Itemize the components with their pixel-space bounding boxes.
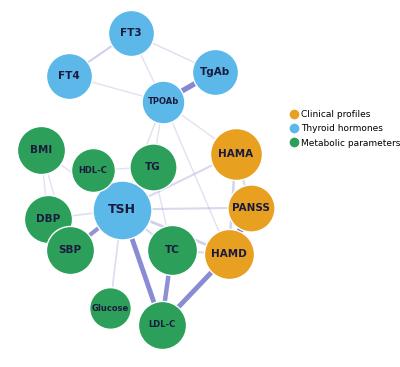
Text: FT3: FT3 — [120, 28, 142, 38]
Text: TgAb: TgAb — [200, 67, 230, 77]
Point — [212, 69, 218, 75]
Point — [38, 147, 44, 153]
Legend: Clinical profiles, Thyroid hormones, Metabolic parameters: Clinical profiles, Thyroid hormones, Met… — [290, 108, 400, 149]
Text: DBP: DBP — [36, 214, 60, 224]
Text: PANSS: PANSS — [232, 203, 270, 212]
Text: HDL-C: HDL-C — [78, 166, 107, 175]
Point — [45, 216, 51, 222]
Point — [158, 322, 165, 328]
Point — [90, 168, 96, 174]
Point — [150, 164, 156, 170]
Point — [65, 73, 72, 79]
Text: FT4: FT4 — [58, 71, 80, 81]
Text: Glucose: Glucose — [91, 304, 128, 313]
Text: LDL-C: LDL-C — [148, 320, 175, 329]
Point — [67, 247, 74, 253]
Point — [248, 205, 254, 211]
Point — [160, 99, 166, 105]
Text: TC: TC — [164, 246, 179, 255]
Point — [232, 151, 239, 157]
Point — [169, 247, 175, 253]
Point — [107, 305, 113, 311]
Point — [226, 251, 232, 257]
Text: TG: TG — [145, 162, 161, 172]
Text: HAMA: HAMA — [218, 149, 253, 159]
Text: BMI: BMI — [30, 145, 52, 155]
Text: TPOAb: TPOAb — [148, 97, 179, 106]
Text: HAMD: HAMD — [211, 249, 247, 259]
Point — [119, 207, 125, 212]
Text: SBP: SBP — [59, 246, 82, 255]
Text: TSH: TSH — [108, 203, 136, 216]
Point — [127, 30, 134, 36]
